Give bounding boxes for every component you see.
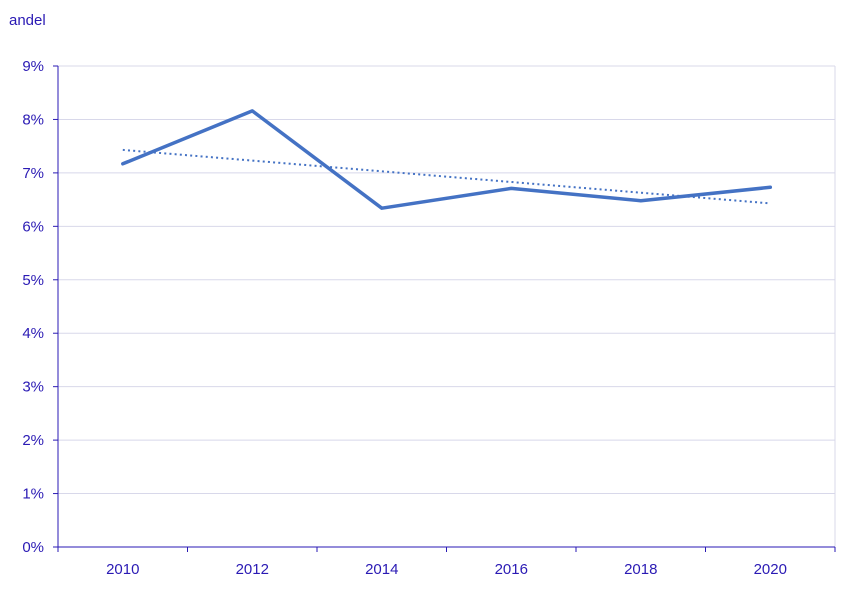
y-tick-label: 2% (22, 432, 44, 449)
gridlines (58, 65, 836, 547)
x-tick-label: 2020 (754, 561, 787, 578)
y-tick-label: 9% (22, 58, 44, 75)
y-tick-label: 0% (22, 539, 44, 556)
x-tick-label: 2010 (106, 561, 139, 578)
x-tick-label: 2014 (365, 561, 398, 578)
y-tick-label: 1% (22, 486, 44, 503)
x-tick-label: 2018 (624, 561, 657, 578)
axes (53, 65, 836, 552)
y-axis-label: andel (9, 12, 46, 29)
y-tick-label: 7% (22, 165, 44, 182)
x-tick-label: 2016 (495, 561, 528, 578)
series-lines (121, 109, 773, 210)
y-tick-label: 4% (22, 325, 44, 342)
trendline-dotted (122, 148, 771, 205)
y-tick-label: 5% (22, 272, 44, 289)
x-tick-label: 2012 (236, 561, 269, 578)
y-tick-label: 6% (22, 218, 44, 235)
y-axis-tick-labels: 0% 1% 2% 3% 4% 5% 6% 7% 8% 9% (22, 58, 44, 556)
y-tick-label: 8% (22, 111, 44, 128)
y-tick-label: 3% (22, 379, 44, 396)
x-axis-tick-labels: 2010 2012 2014 2016 2018 2020 (106, 561, 787, 578)
series-line-main (121, 109, 773, 210)
